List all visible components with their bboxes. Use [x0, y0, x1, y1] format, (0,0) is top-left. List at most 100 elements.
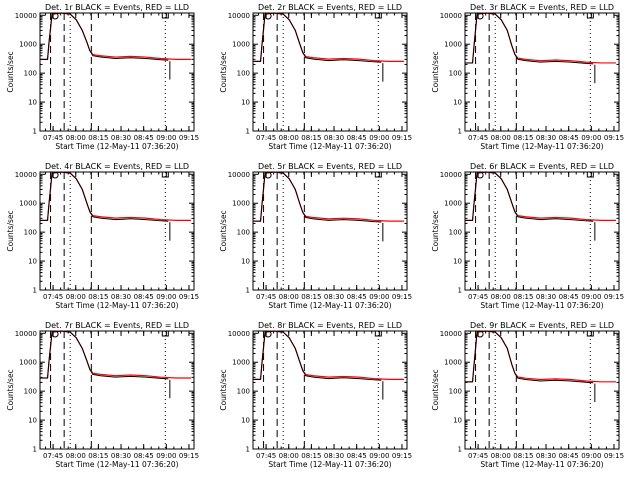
y-axis-label: Counts/sec: [431, 51, 440, 92]
x-tick-label: 08:30: [536, 134, 556, 142]
x-tick-label: 09:00: [156, 452, 176, 460]
x-tick-label: 08:00: [66, 452, 86, 460]
x-tick-label: 09:00: [156, 134, 176, 142]
x-tick-label: 09:00: [581, 134, 601, 142]
y-tick-label: 10: [28, 99, 37, 107]
lld-series-line: [253, 171, 404, 222]
y-tick-label: 1000: [232, 41, 250, 49]
panel-title: Det. 4r BLACK = Events, RED = LLD: [45, 162, 189, 171]
y-tick-label: 1000: [232, 200, 250, 208]
x-tick-label: 08:15: [88, 452, 108, 460]
y-tick-label: 10: [241, 417, 250, 425]
square-marker: [161, 171, 169, 178]
x-tick-label: 07:45: [256, 452, 276, 460]
x-tick-label: 07:45: [256, 134, 276, 142]
panel-title: Det. 9r BLACK = Events, RED = LLD: [470, 321, 614, 330]
x-tick-label: 08:00: [491, 134, 511, 142]
x-tick-label: 08:00: [491, 452, 511, 460]
y-tick-label: 1: [458, 128, 462, 136]
x-tick-label: 08:00: [66, 293, 86, 301]
x-axis-label: Start Time (12-May-11 07:36:20): [55, 142, 178, 151]
y-tick-label: 100: [237, 388, 250, 396]
y-tick-label: 100: [449, 229, 462, 237]
x-tick-label: 09:00: [581, 452, 601, 460]
panel-2: Det. 2r BLACK = Events, RED = LLD 1 10 100 1…: [219, 3, 412, 151]
events-series-line: [40, 330, 169, 380]
y-axis-label: Counts/sec: [219, 210, 228, 251]
plot-frame: [39, 12, 195, 132]
panel-title: Det. 8r BLACK = Events, RED = LLD: [258, 321, 402, 330]
x-tick-label: 08:45: [559, 452, 579, 460]
y-tick-label: 10: [28, 258, 37, 266]
x-axis-label: Start Time (12-May-11 07:36:20): [55, 460, 178, 469]
x-tick-label: 08:45: [347, 293, 367, 301]
y-tick-label: 1: [458, 446, 462, 454]
x-tick-label: 09:15: [604, 134, 624, 142]
y-axis-label: Counts/sec: [6, 51, 15, 92]
x-tick-label: 09:00: [156, 293, 176, 301]
y-axis-label: Counts/sec: [431, 369, 440, 410]
panel-title: Det. 3r BLACK = Events, RED = LLD: [470, 3, 614, 12]
x-tick-label: 09:15: [604, 452, 624, 460]
x-axis-label: Start Time (12-May-11 07:36:20): [55, 301, 178, 310]
y-tick-label: 1: [458, 287, 462, 295]
panel-title: Det. 2r BLACK = Events, RED = LLD: [258, 3, 402, 12]
square-marker: [161, 330, 169, 337]
plot-frame: [464, 330, 620, 450]
panel-8: Det. 8r BLACK = Events, RED = LLD 1 10 100 1…: [219, 321, 412, 469]
x-tick-label: 09:15: [392, 293, 412, 301]
x-tick-label: 08:00: [279, 134, 299, 142]
y-tick-label: 1000: [19, 359, 37, 367]
y-tick-label: 10: [453, 258, 462, 266]
x-tick-label: 08:00: [279, 452, 299, 460]
panel-7: Det. 7r BLACK = Events, RED = LLD 1 10 100 1…: [6, 321, 199, 469]
y-tick-label: 1: [246, 128, 250, 136]
x-axis-label: Start Time (12-May-11 07:36:20): [268, 301, 391, 310]
lld-series-line: [253, 330, 404, 380]
x-tick-label: 08:00: [491, 293, 511, 301]
events-series-line: [253, 171, 382, 223]
y-tick-label: 10000: [15, 12, 37, 20]
x-tick-label: 08:30: [324, 293, 344, 301]
x-tick-label: 09:15: [179, 293, 199, 301]
y-tick-label: 1000: [232, 359, 250, 367]
square-marker: [586, 330, 594, 337]
x-tick-label: 08:45: [134, 134, 154, 142]
y-tick-label: 10: [241, 99, 250, 107]
panel-4: Det. 4r BLACK = Events, RED = LLD 1 10 100 1…: [6, 162, 199, 310]
x-tick-label: 09:00: [581, 293, 601, 301]
lld-series-line: [465, 171, 616, 221]
y-tick-label: 10: [241, 258, 250, 266]
lld-series-line: [465, 12, 616, 64]
square-marker: [374, 330, 382, 337]
y-tick-label: 1: [246, 287, 250, 295]
y-tick-label: 10000: [228, 171, 250, 179]
x-tick-label: 09:15: [604, 293, 624, 301]
x-tick-label: 08:30: [536, 293, 556, 301]
lld-series-line: [40, 171, 191, 221]
plot-frame: [252, 330, 408, 450]
y-tick-label: 100: [237, 70, 250, 78]
panel-6: Det. 6r BLACK = Events, RED = LLD 1 10 100 1…: [431, 162, 624, 310]
y-tick-label: 10: [453, 417, 462, 425]
plot-frame: [39, 330, 195, 450]
y-tick-label: 100: [449, 70, 462, 78]
x-tick-label: 08:15: [88, 293, 108, 301]
panel-title: Det. 1r BLACK = Events, RED = LLD: [45, 3, 189, 12]
y-tick-label: 10000: [440, 330, 462, 338]
y-tick-label: 1000: [444, 41, 462, 49]
x-tick-label: 07:45: [468, 452, 488, 460]
y-tick-label: 100: [24, 70, 37, 78]
square-marker: [586, 12, 594, 19]
panel-title: Det. 7r BLACK = Events, RED = LLD: [45, 321, 189, 330]
x-axis-label: Start Time (12-May-11 07:36:20): [480, 142, 603, 151]
y-tick-label: 1: [246, 446, 250, 454]
y-tick-label: 100: [24, 388, 37, 396]
x-tick-label: 09:15: [392, 452, 412, 460]
x-axis-label: Start Time (12-May-11 07:36:20): [268, 142, 391, 151]
y-tick-label: 10000: [228, 330, 250, 338]
y-axis-label: Counts/sec: [6, 369, 15, 410]
y-tick-label: 1: [33, 128, 37, 136]
square-marker: [374, 171, 382, 178]
